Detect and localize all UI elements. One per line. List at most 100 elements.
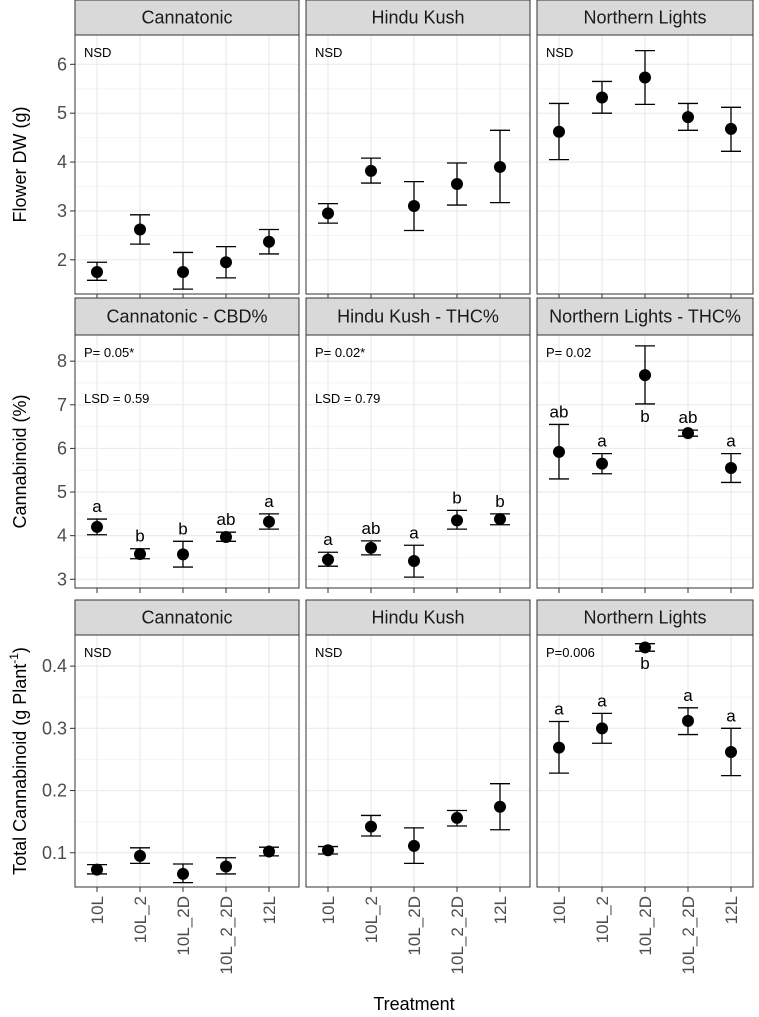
significance-letter: ab <box>550 402 569 421</box>
panel-annotation: NSD <box>315 645 342 660</box>
x-tick-label: 10L_2 <box>131 896 150 943</box>
data-point <box>177 548 189 561</box>
panel-annotation: P=0.006 <box>546 645 595 660</box>
data-point <box>682 427 694 440</box>
data-point <box>408 839 420 852</box>
facet-strip <box>74 599 300 636</box>
panel-annotation: NSD <box>84 45 111 60</box>
panel-background <box>75 335 299 588</box>
data-point <box>263 845 275 858</box>
data-point <box>725 122 737 135</box>
panel-annotation: P= 0.02 <box>546 345 591 360</box>
facet-panel: Hindu Kush NSD 10L 10L_2 10L_2D 10L_2_2D 12L <box>305 599 531 974</box>
y-tick-label: 5 <box>57 103 67 123</box>
data-point <box>408 200 420 213</box>
x-axis-title: Treatment <box>373 994 454 1014</box>
significance-letter: b <box>495 492 504 511</box>
significance-letter: a <box>726 706 736 725</box>
y-axis-title: Flower DW (g) <box>10 107 30 223</box>
panel-annotation: NSD <box>315 45 342 60</box>
x-tick-label: 10L_2_2D <box>679 896 698 974</box>
facet-strip-label: Hindu Kush <box>371 8 464 28</box>
data-point <box>596 722 608 735</box>
facet-strip-label: Northern Lights <box>583 608 706 628</box>
data-point <box>553 741 565 754</box>
x-tick-label: 10L_2D <box>174 896 193 956</box>
x-tick-label: 10L_2_2D <box>217 896 236 974</box>
data-point <box>91 863 103 876</box>
data-point <box>725 462 737 475</box>
y-tick-label: 5 <box>57 482 67 502</box>
y-axis-title-superscript: -1 <box>7 653 21 664</box>
data-point <box>91 266 103 279</box>
data-point <box>494 800 506 813</box>
data-point <box>553 125 565 138</box>
panel-border <box>305 334 531 589</box>
data-point <box>177 266 189 279</box>
panel-background <box>75 635 299 887</box>
facet-strip-label: Cannatonic - CBD% <box>106 307 267 327</box>
significance-letter: a <box>92 497 102 516</box>
data-point <box>134 223 146 236</box>
data-point <box>322 207 334 220</box>
data-point <box>682 111 694 124</box>
significance-letter: a <box>554 699 564 718</box>
facet-strip <box>305 599 531 636</box>
panel-border <box>74 634 300 888</box>
facet-strip-label: Northern Lights - THC% <box>549 307 741 327</box>
y-axis-title-main: Total Cannabinoid (g Plant <box>10 664 30 875</box>
data-point <box>134 547 146 560</box>
x-tick-label: 10L <box>88 896 107 924</box>
panel-annotation: LSD = 0.79 <box>315 391 380 406</box>
significance-letter: ab <box>362 519 381 538</box>
data-point <box>451 811 463 824</box>
y-tick-label: 0.2 <box>42 781 67 801</box>
facet-strip <box>74 0 300 36</box>
panel-annotation: P= 0.05* <box>84 345 134 360</box>
panel-annotation: NSD <box>546 45 573 60</box>
facet-strip <box>536 599 754 636</box>
significance-letter: a <box>683 686 693 705</box>
facet-strip-label: Hindu Kush - THC% <box>337 307 499 327</box>
y-tick-label: 7 <box>57 395 67 415</box>
data-point <box>263 515 275 528</box>
data-point <box>220 530 232 543</box>
facet-panel: Hindu Kush NSD <box>305 0 531 299</box>
facet-strip-label: Cannatonic <box>141 8 232 28</box>
data-point <box>365 164 377 177</box>
data-point <box>91 520 103 533</box>
panel-border <box>74 34 300 295</box>
facet-panel: Northern Lights P=0.006 a a b a a 10L 10L_2 10L_2… <box>536 599 754 974</box>
facet-strip-label: Hindu Kush <box>371 608 464 628</box>
panel-background <box>306 35 530 294</box>
x-tick-label: 10L_2_2D <box>448 896 467 974</box>
facet-strip <box>305 0 531 36</box>
y-tick-label: 3 <box>57 569 67 589</box>
significance-letter: ab <box>217 510 236 529</box>
data-point <box>451 514 463 527</box>
x-tick-label: 10L_2 <box>362 896 381 943</box>
x-tick-label: 12L <box>722 896 741 924</box>
y-tick-label: 6 <box>57 54 67 74</box>
data-point <box>494 513 506 526</box>
facet-strip-label: Cannatonic <box>141 608 232 628</box>
significance-letter: b <box>178 519 187 538</box>
facet-panel: Cannatonic NSD 2 3 4 5 6 <box>57 0 300 299</box>
y-axis-title-main: Cannabinoid (%) <box>10 394 30 528</box>
data-point <box>134 849 146 862</box>
significance-letter: a <box>264 492 274 511</box>
y-axis-title: Cannabinoid (%) <box>10 394 30 528</box>
significance-letter: a <box>726 432 736 451</box>
panel-border <box>305 634 531 888</box>
y-tick-label: 0.3 <box>42 718 67 738</box>
x-tick-label: 10L_2D <box>405 896 424 956</box>
panel-background <box>306 335 530 588</box>
data-point <box>322 553 334 566</box>
significance-letter: b <box>640 654 649 673</box>
data-point <box>553 445 565 458</box>
panel-annotation: NSD <box>84 645 111 660</box>
y-axis-title-main: Flower DW (g) <box>10 107 30 223</box>
data-point <box>725 745 737 758</box>
